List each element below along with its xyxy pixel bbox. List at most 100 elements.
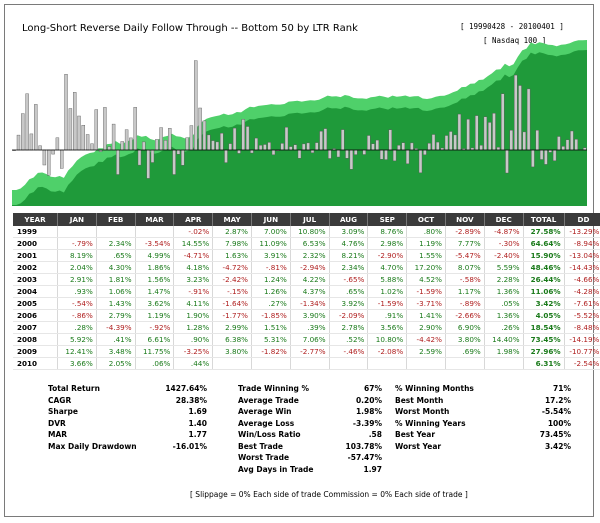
- return-cell: 3.48%: [96, 345, 136, 358]
- stat-value: -16.01%: [172, 441, 207, 451]
- return-cell: .27%: [251, 297, 291, 310]
- monthly-return-bar: [397, 145, 401, 151]
- return-cell: [329, 357, 369, 370]
- return-cell: -.54%: [57, 297, 97, 310]
- monthly-return-bar: [172, 149, 176, 175]
- stat-value: 67%: [364, 384, 382, 393]
- return-cell: -.46%: [329, 345, 369, 358]
- equity-area: [12, 50, 587, 206]
- stat-label: Worst Trade: [238, 453, 290, 462]
- return-cell: 27.96%: [523, 345, 565, 358]
- return-cell: 10.80%: [367, 333, 408, 346]
- return-cell: .52%: [329, 333, 369, 346]
- column-header: DD: [564, 213, 600, 226]
- monthly-return-bar: [574, 139, 578, 151]
- return-cell: 4.70%: [367, 261, 408, 274]
- return-cell: -7.61%: [564, 297, 600, 310]
- year-cell: 2000: [13, 237, 58, 250]
- monthly-return-bar: [310, 149, 315, 153]
- monthly-return-bar: [237, 149, 241, 154]
- return-cell: 73.45%: [523, 333, 565, 346]
- stat-label: % Winning Months: [395, 384, 474, 393]
- column-header: FEB: [96, 213, 136, 226]
- stat-value: -57.47%: [347, 453, 382, 462]
- return-cell: -.89%: [445, 297, 485, 310]
- monthly-return-bar: [436, 141, 440, 151]
- monthly-return-bar: [466, 118, 470, 151]
- column-header: MAR: [135, 213, 175, 226]
- monthly-return-bar: [85, 134, 90, 151]
- monthly-return-bar: [155, 139, 159, 151]
- return-cell: -.15%: [212, 285, 252, 298]
- return-cell: 4.30%: [96, 261, 136, 274]
- return-cell: [406, 357, 446, 370]
- stat-label: Average Win: [238, 407, 292, 416]
- monthly-return-bar: [535, 129, 539, 151]
- year-cell: 2002: [13, 261, 58, 274]
- costs-footnote: [ Slippage = 0% Each side of trade Commi…: [190, 490, 468, 499]
- return-cell: 1.36%: [484, 285, 524, 298]
- return-cell: .28%: [57, 321, 97, 334]
- monthly-return-bar: [68, 108, 73, 151]
- stat-value: 28.38%: [175, 395, 207, 405]
- return-cell: 1.19%: [135, 309, 175, 322]
- column-header: NOV: [445, 213, 485, 226]
- table-body: 1999 -.02% 2.87% 7.00% 10.80% 3.09% 8.76% .80% -…: [13, 226, 600, 370]
- monthly-return-bar: [284, 127, 289, 151]
- monthly-return-bar: [34, 104, 38, 151]
- monthly-return-bar: [60, 149, 64, 169]
- monthly-return-bar: [306, 142, 310, 151]
- return-cell: -.79%: [57, 237, 97, 250]
- return-cell: 3.90%: [290, 309, 330, 322]
- return-cell: 7.06%: [290, 333, 330, 346]
- return-cell: 12.41%: [57, 345, 97, 358]
- return-cell: -14.19%: [564, 333, 600, 346]
- monthly-return-bar: [150, 149, 155, 163]
- monthly-return-bar: [193, 60, 198, 151]
- table-row: 2006 -.86% 2.79% 1.19% 1.90% -1.77% -1.85% 3.90…: [13, 309, 600, 322]
- stat-value: 0.20%: [355, 395, 382, 405]
- return-cell: 6.61%: [135, 333, 175, 346]
- monthly-return-bar: [565, 139, 570, 151]
- return-cell: 2.91%: [57, 273, 97, 286]
- return-cell: 1.17%: [445, 285, 485, 298]
- return-cell: -2.54%: [564, 357, 600, 370]
- monthly-return-bar: [159, 127, 163, 151]
- monthly-return-bar: [51, 149, 55, 155]
- stat-value: 100%: [547, 418, 571, 428]
- monthly-return-bar: [552, 149, 557, 162]
- stat-label: DVR: [48, 418, 66, 428]
- column-header: SEP: [367, 213, 408, 226]
- monthly-return-bar: [410, 142, 414, 151]
- return-cell: -3.54%: [135, 237, 175, 250]
- stat-value: 71%: [553, 384, 571, 393]
- return-cell: 1.41%: [406, 309, 446, 322]
- return-cell: .44%: [173, 357, 214, 370]
- monthly-return-bar: [570, 130, 574, 151]
- return-cell: 14.55%: [173, 237, 214, 250]
- return-cell: 1.36%: [484, 309, 524, 322]
- stat-value: 103.78%: [345, 441, 382, 451]
- return-cell: 1.86%: [135, 261, 175, 274]
- monthly-return-bar: [219, 132, 224, 151]
- return-cell: 8.19%: [57, 249, 97, 262]
- monthly-return-bar: [241, 119, 246, 151]
- monthly-return-bar: [245, 126, 250, 151]
- stat-label: Avg Days in Trade: [238, 464, 314, 474]
- monthly-return-bar: [129, 137, 133, 151]
- return-cell: -8.48%: [564, 321, 600, 334]
- return-cell: 2.04%: [57, 261, 97, 274]
- return-cell: [445, 357, 485, 370]
- monthly-return-bar: [418, 149, 423, 173]
- return-cell: .65%: [96, 249, 136, 262]
- monthly-return-bar: [107, 146, 112, 151]
- return-cell: -4.39%: [96, 321, 136, 334]
- return-cell: -3.71%: [406, 297, 446, 310]
- column-header: AUG: [329, 213, 369, 226]
- monthly-return-bar: [401, 142, 405, 151]
- return-cell: 2.90%: [406, 321, 446, 334]
- monthly-return-bar: [111, 123, 116, 151]
- return-cell: 4.18%: [173, 261, 214, 274]
- monthly-return-bar: [224, 149, 228, 163]
- return-cell: -.81%: [251, 261, 291, 274]
